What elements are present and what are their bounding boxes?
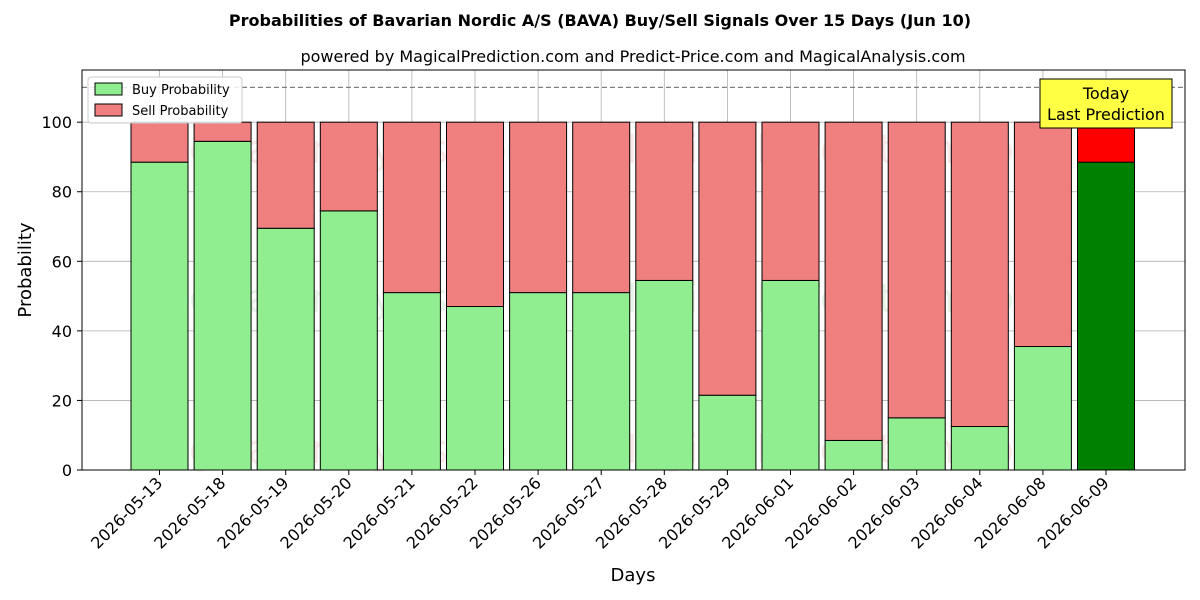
- buy-bar: [824, 439, 883, 471]
- bars: [130, 121, 1135, 471]
- buy-bar: [382, 292, 441, 471]
- annotation-text: Last Prediction: [1047, 105, 1165, 124]
- y-axis: 0 20 40 60 80 100: [41, 113, 82, 480]
- annotation-text: Today: [1082, 84, 1129, 103]
- buy-bar: [887, 417, 946, 471]
- buy-bar: [1077, 161, 1135, 471]
- buy-bar: [319, 210, 378, 471]
- sell-bar: [1077, 121, 1135, 163]
- y-tick-label: 60: [52, 252, 72, 271]
- buy-bar: [1013, 346, 1072, 471]
- plot-frame: [81, 69, 1186, 471]
- buy-bar: [698, 394, 757, 471]
- y-tick-label: 20: [52, 391, 72, 410]
- sell-bar: [130, 121, 189, 163]
- buy-bar: [193, 140, 252, 471]
- sell-bar: [635, 121, 694, 281]
- legend-label: Buy Probability: [132, 83, 230, 98]
- sell-bar: [509, 121, 568, 294]
- legend-label: Sell Probability: [132, 104, 229, 119]
- sell-bar: [319, 121, 378, 212]
- buy-bar: [572, 292, 631, 471]
- y-axis-label: Probability: [15, 222, 36, 317]
- sell-bar: [572, 121, 631, 294]
- y-tick-label: 40: [52, 322, 72, 341]
- sell-bar: [761, 121, 820, 281]
- sell-bar: [382, 121, 441, 294]
- y-tick-label: 0: [62, 461, 72, 480]
- y-tick-label: 80: [52, 183, 72, 202]
- sell-bar: [698, 121, 757, 396]
- sell-bar: [887, 121, 946, 419]
- buy-bar: [446, 306, 504, 471]
- x-axis-label: Days: [611, 565, 656, 586]
- sell-bar: [1013, 121, 1072, 348]
- buy-bar: [130, 161, 189, 471]
- today-annotation: Today Last Prediction: [1039, 78, 1173, 129]
- buy-bar: [635, 279, 694, 471]
- legend: Buy Probability Sell Probability: [87, 76, 243, 124]
- buy-bar: [509, 292, 568, 471]
- chart-title: Probabilities of Bavarian Nordic A/S (BA…: [229, 11, 971, 30]
- sell-bar: [950, 121, 1009, 428]
- legend-swatch: [94, 103, 123, 117]
- annotation-box: [1039, 78, 1173, 129]
- sell-bar: [446, 121, 504, 308]
- buy-bar: [256, 227, 315, 471]
- chart-subtitle: powered by MagicalPrediction.com and Pre…: [300, 47, 965, 66]
- y-tick-label: 100: [41, 113, 72, 132]
- x-axis: 2026-05-132026-05-182026-05-192026-05-20…: [87, 470, 1113, 553]
- buy-bar: [761, 279, 820, 471]
- sell-bar: [256, 121, 315, 229]
- sell-bar: [824, 121, 883, 441]
- legend-swatch: [94, 82, 123, 96]
- legend-box: [87, 76, 243, 124]
- buy-bar: [950, 426, 1009, 471]
- sell-bar: [193, 121, 252, 142]
